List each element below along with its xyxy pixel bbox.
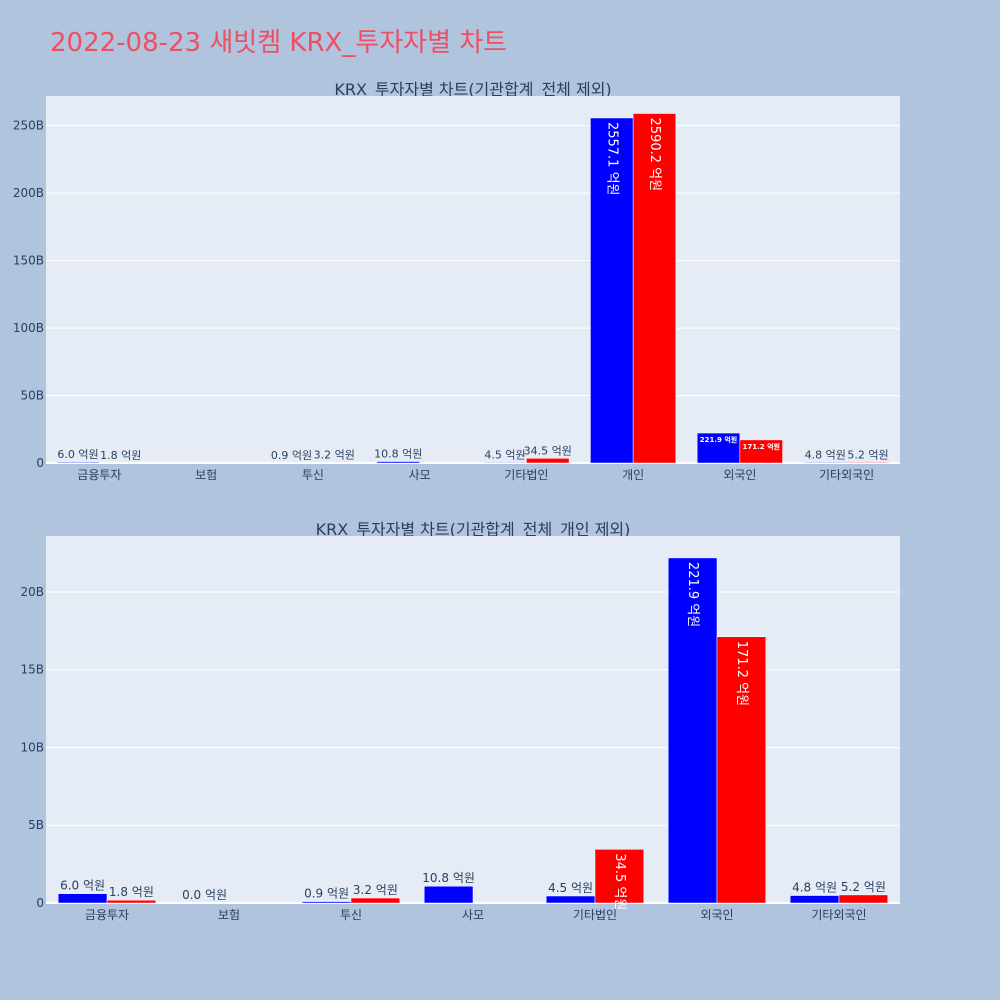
data-label: 6.0 억원 [57, 448, 98, 461]
data-label: 5.2 억원 [847, 448, 888, 461]
data-label: 4.5 억원 [484, 448, 525, 461]
y-tick-label: 250B [13, 119, 44, 133]
x-tick-label: 사모 [462, 908, 484, 922]
y-tick-label: 150B [13, 254, 44, 268]
x-tick-label: 외국인 [723, 468, 756, 482]
data-label: 5.2 억원 [841, 880, 886, 894]
plot-area [46, 96, 900, 463]
bar-sell [739, 439, 783, 464]
bar-sell [526, 458, 570, 464]
y-tick-label: 100B [13, 321, 44, 335]
y-tick-label: 5B [28, 818, 44, 832]
bar-buy [301, 901, 352, 904]
x-tick-label: 기타법인 [573, 908, 617, 922]
x-tick-label: 투신 [340, 908, 362, 922]
bar-sell [106, 899, 157, 904]
bar-sell [632, 113, 677, 464]
x-tick-label: 투신 [302, 468, 324, 482]
x-tick-label: 보험 [218, 908, 240, 922]
data-label: 221.9 억원 [685, 562, 700, 627]
bar-sell [716, 636, 767, 904]
bar-buy [696, 432, 741, 464]
y-tick-label: 0 [36, 896, 44, 910]
data-label: 1.8 억원 [100, 449, 141, 462]
data-label: 2590.2 억원 [647, 118, 662, 192]
data-label: 4.8 억원 [792, 881, 837, 895]
data-label: 221.9 억원 [700, 435, 737, 444]
data-label: 171.2 억원 [742, 442, 779, 451]
bar-buy [789, 895, 840, 904]
bar-sell [594, 849, 645, 904]
data-label: 10.8 억원 [374, 448, 422, 461]
plot-area [46, 536, 900, 903]
x-tick-label: 기타외국인 [811, 908, 866, 922]
x-tick-label: 보험 [195, 468, 217, 482]
x-tick-label: 기타외국인 [819, 468, 874, 482]
data-label: 0.9 억원 [271, 449, 312, 462]
data-label: 171.2 억원 [734, 641, 749, 706]
x-tick-label: 금융투자 [77, 468, 121, 482]
x-tick-label: 개인 [622, 468, 644, 482]
x-tick-label: 금융투자 [85, 908, 129, 922]
data-label: 6.0 억원 [60, 879, 105, 893]
data-label: 3.2 억원 [314, 449, 355, 462]
bar-buy [483, 462, 527, 464]
data-label: 4.5 억원 [548, 881, 593, 895]
data-label: 0.9 억원 [304, 887, 349, 901]
bar-sell [846, 462, 890, 464]
x-tick-label: 기타법인 [504, 468, 548, 482]
chart-title: KRX_투자자별 차트(기관합계_전체 제외) [334, 80, 611, 100]
chart-title: KRX_투자자별 차트(기관합계_전체_개인 제외) [316, 520, 631, 540]
bar-sell [350, 897, 401, 904]
bar-buy [545, 895, 596, 904]
bar-sell [838, 894, 889, 904]
data-label: 34.5 억원 [612, 853, 627, 910]
bar-buy [57, 893, 108, 904]
x-tick-label: 사모 [409, 468, 431, 482]
bar-buy [667, 557, 718, 904]
data-label: 0.0 억원 [182, 888, 227, 902]
chart-krx-investor-excl-institution: KRX_투자자별 차트(기관합계_전체 제외) 0 50B 100B 150B 200B… [13, 80, 900, 482]
y-tick-label: 15B [20, 663, 44, 677]
bar-buy [423, 885, 474, 904]
bar-buy [56, 461, 100, 464]
data-label: 10.8 억원 [422, 871, 475, 885]
y-tick-label: 200B [13, 186, 44, 200]
y-tick-label: 50B [20, 389, 44, 403]
data-label: 4.8 억원 [805, 448, 846, 461]
data-label: 2557.1 억원 [604, 122, 619, 196]
chart-krx-investor-excl-institution-individual: KRX_투자자별 차트(기관합계_전체_개인 제외) 0 5B 10B 15B 20B 금… [20, 520, 900, 922]
page-title: 2022-08-23 새빗켐 KRX_투자자별 차트 [50, 28, 508, 58]
data-label: 1.8 억원 [109, 885, 154, 899]
data-label: 3.2 억원 [353, 883, 398, 897]
y-tick-label: 0 [36, 456, 44, 470]
y-tick-label: 10B [20, 740, 44, 754]
bar-buy [376, 461, 420, 464]
y-tick-label: 20B [20, 585, 44, 599]
data-label: 34.5 억원 [524, 444, 572, 457]
bar-buy [803, 462, 847, 464]
x-tick-label: 외국인 [700, 908, 733, 922]
